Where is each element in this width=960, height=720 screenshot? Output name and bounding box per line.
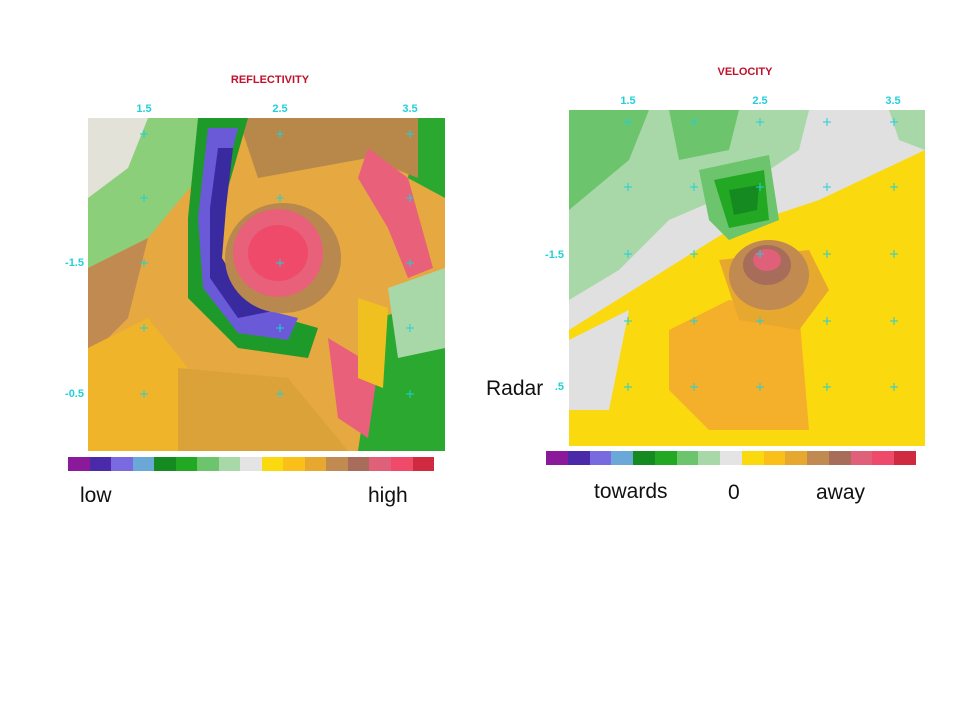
reflectivity-scale-swatch-14 [369,457,391,471]
reflectivity-low-label: low [80,484,112,507]
velocity-scale-swatch-5 [654,451,677,465]
velocity-scale-swatch-1 [567,451,590,465]
velocity-scale-swatch-4 [633,451,655,465]
reflectivity-color-scale [68,457,435,471]
velocity-image [569,110,925,446]
velocity-scale-swatch-9 [741,451,764,465]
reflectivity-scale-swatch-0 [68,457,90,471]
reflectivity-scale-swatch-4 [154,457,176,471]
reflectivity-scale-swatch-10 [283,457,305,471]
velocity-scale-swatch-11 [785,451,808,465]
velocity-towards-label: towards [594,480,668,503]
velocity-scale-swatch-3 [611,451,634,465]
reflectivity-scale-swatch-3 [132,457,155,471]
refl-y-tick-1: -1.5 [65,257,84,269]
reflectivity-image [88,118,445,451]
vel-y-tick-2: .5 [554,381,564,393]
reflectivity-scale-swatch-11 [304,457,327,471]
reflectivity-high-label: high [368,484,408,507]
refl-x-tick-1: 1.5 [136,103,152,115]
reflectivity-scale-swatch-7 [218,457,241,471]
reflectivity-scale-swatch-6 [197,457,219,471]
velocity-color-scale [546,451,917,465]
velocity-scale-swatch-0 [546,451,568,465]
refl-x-tick-2: 2.5 [272,103,288,115]
velocity-scale-swatch-6 [676,451,699,465]
radar-label: Radar [486,377,544,400]
velocity-scale-swatch-16 [894,451,917,465]
velocity-zero-label: 0 [728,481,740,504]
velocity-title: VELOCITY [717,66,773,78]
reflectivity-title: REFLECTIVITY [230,74,310,86]
reflectivity-scale-swatch-2 [111,457,133,471]
reflectivity-scale-swatch-12 [326,457,348,471]
refl-x-tick-3: 3.5 [402,103,418,115]
velocity-scale-swatch-12 [807,451,829,465]
velocity-scale-swatch-2 [589,451,612,465]
reflectivity-scale-swatch-13 [347,457,370,471]
reflectivity-scale-swatch-15 [390,457,413,471]
velocity-scale-swatch-14 [850,451,873,465]
refl-y-tick-2: -0.5 [65,388,84,400]
velocity-scale-swatch-13 [828,451,851,465]
vel-y-tick-1: -1.5 [545,249,564,261]
vel-x-tick-1: 1.5 [620,95,636,107]
vel-x-tick-2: 2.5 [752,95,768,107]
velocity-away-label: away [816,481,866,504]
reflectivity-scale-swatch-8 [240,457,262,471]
velocity-scale-swatch-7 [698,451,721,465]
velocity-scale-swatch-15 [872,451,895,465]
velocity-scale-swatch-8 [720,451,742,465]
reflectivity-scale-swatch-5 [175,457,198,471]
reflectivity-scale-swatch-9 [261,457,284,471]
reflectivity-scale-swatch-1 [89,457,112,471]
vel-x-tick-3: 3.5 [885,95,901,107]
reflectivity-scale-swatch-16 [412,457,435,471]
velocity-scale-swatch-10 [763,451,786,465]
